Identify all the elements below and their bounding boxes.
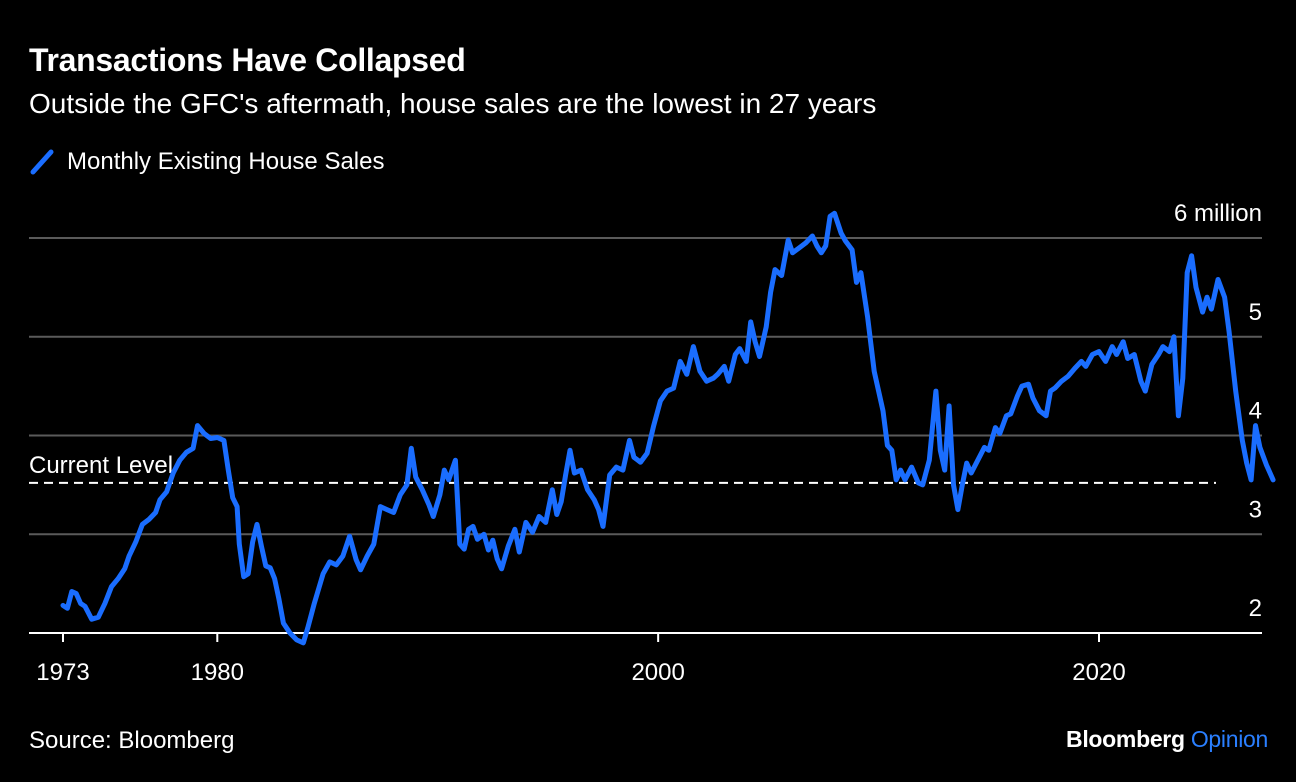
brand-main: Bloomberg — [1066, 726, 1185, 752]
x-tick-label: 2000 — [631, 659, 684, 686]
chart-legend: Monthly Existing House Sales — [29, 148, 384, 176]
series-line-monthly-existing-house-sales — [60, 210, 1276, 646]
reference-line-label: Current Level — [29, 452, 173, 479]
x-tick-label: 1973 — [36, 659, 89, 686]
brand-accent: Opinion — [1190, 726, 1268, 752]
legend-label: Monthly Existing House Sales — [67, 148, 385, 175]
page-subtitle: Outside the GFC's aftermath, house sales… — [29, 88, 877, 119]
y-tick-label: 6 million — [1174, 200, 1262, 227]
brand-logo: Bloomberg Opinion — [1066, 726, 1268, 753]
source-note: Source: Bloomberg — [29, 727, 235, 754]
page-title: Transactions Have Collapsed — [29, 42, 466, 78]
y-tick-label: 2 — [1249, 595, 1262, 622]
y-tick-label: 3 — [1249, 496, 1262, 523]
legend-line-icon — [30, 149, 54, 175]
x-tick-label: 2020 — [1072, 659, 1125, 686]
x-tick-label: 1980 — [191, 659, 244, 686]
y-tick-label: 5 — [1249, 299, 1262, 326]
y-tick-label: 4 — [1249, 398, 1262, 425]
